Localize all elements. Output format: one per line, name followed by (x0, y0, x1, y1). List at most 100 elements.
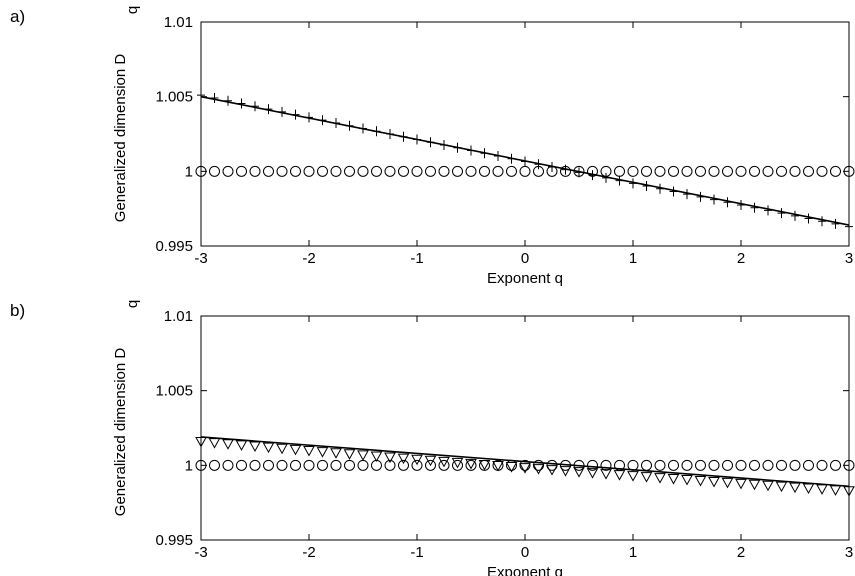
circle-marker (303, 165, 315, 177)
plus-marker (210, 92, 219, 103)
circle-marker (789, 459, 801, 471)
triangle-marker (627, 471, 639, 482)
triangle-marker (762, 480, 774, 492)
circle-marker (519, 459, 531, 471)
triangle-marker (519, 463, 531, 474)
plot-frame (200, 21, 850, 247)
y-tick-label: 1 (185, 457, 193, 474)
circle-marker (330, 459, 342, 471)
plus-marker (804, 213, 813, 224)
plus-marker (831, 218, 840, 229)
circle-marker (749, 165, 760, 177)
triangle-marker (316, 447, 329, 458)
circle-marker (411, 165, 423, 177)
plus-marker (818, 216, 826, 227)
circle-marker (641, 459, 652, 471)
x-tick-label: 0 (521, 544, 529, 561)
circle-marker (627, 165, 639, 177)
circle-marker (722, 165, 733, 177)
x-tick-label: 3 (845, 250, 853, 267)
circle-marker (762, 165, 774, 177)
circle-marker (465, 459, 477, 471)
circle-marker (317, 459, 328, 471)
plus-marker (750, 202, 759, 213)
plus-marker (764, 205, 772, 216)
triangle-marker (505, 462, 518, 473)
circle-marker (668, 459, 679, 471)
x-axis-label: Exponent q (487, 270, 563, 287)
y-axis-label-subscript: q (124, 300, 141, 308)
circle-marker (276, 165, 288, 177)
circle-marker (506, 165, 517, 177)
x-tick-label: 2 (737, 544, 745, 561)
circle-marker (695, 165, 706, 177)
circle-marker (803, 459, 814, 471)
circle-marker (519, 165, 531, 177)
circle-marker (384, 165, 396, 177)
triangle-marker (667, 474, 680, 485)
circle-marker (749, 459, 760, 471)
circle-marker (236, 165, 247, 177)
circle-marker (357, 165, 369, 177)
triangle-marker (262, 442, 275, 454)
triangle-marker (492, 461, 504, 472)
y-tick-label: 1 (185, 163, 193, 180)
circle-marker (668, 165, 679, 177)
circle-marker (371, 165, 382, 177)
x-tick-label: 1 (629, 250, 637, 267)
circle-marker (492, 165, 504, 177)
triangle-marker (573, 467, 585, 478)
circle-marker (195, 459, 207, 471)
y-axis-label-subscript: q (124, 6, 141, 14)
plus-marker (197, 90, 205, 101)
circle-marker (303, 459, 315, 471)
plus-marker (845, 221, 853, 232)
triangle-marker (465, 458, 477, 470)
triangle-marker (708, 476, 720, 488)
x-tick-label: 2 (737, 250, 745, 267)
circle-marker (816, 459, 828, 471)
circle-marker (843, 459, 855, 471)
x-tick-label: 3 (845, 544, 853, 561)
circle-marker (290, 459, 301, 471)
triangle-marker (586, 468, 599, 479)
circle-marker (330, 165, 342, 177)
panel-label: b) (10, 301, 25, 320)
circle-marker (452, 165, 463, 177)
triangle-marker (829, 485, 842, 496)
circle-marker (695, 459, 706, 471)
triangle-marker (303, 445, 315, 457)
circle-marker (789, 165, 801, 177)
y-tick-label: 1.005 (155, 383, 193, 400)
circle-marker (195, 165, 207, 177)
triangle-marker (640, 472, 653, 483)
x-tick-label: -1 (410, 250, 423, 267)
circle-marker (614, 165, 625, 177)
y-tick-label: 1.01 (164, 14, 193, 31)
triangle-marker (748, 479, 761, 491)
triangle-marker (816, 484, 828, 495)
triangle-marker (384, 452, 396, 464)
chart-panel-a: a) -3 -2 -1 0 1 2 3 0.995 1 1.005 1.01 Exponent q Gen… (10, 6, 855, 287)
triangle-marker (532, 464, 545, 475)
x-tick-label: -1 (410, 544, 423, 561)
circle-marker (776, 459, 787, 471)
circle-marker (830, 165, 841, 177)
chart-panel-b: b) -3 -2 -1 0 1 2 3 0.995 1 1.005 1.01 Exponent q Gen… (10, 300, 855, 576)
circle-marker (263, 459, 274, 471)
triangle-marker (721, 477, 734, 489)
circle-marker (425, 459, 436, 471)
circle-marker (209, 165, 220, 177)
circle-marker (776, 165, 787, 177)
circle-marker (411, 459, 423, 471)
circle-marker (249, 459, 261, 471)
circle-marker (600, 459, 612, 471)
fit-line (200, 436, 850, 488)
plot-frame (200, 315, 850, 541)
triangle-marker (559, 466, 572, 477)
triangle-marker (208, 438, 221, 449)
x-axis-label: Exponent q (487, 564, 563, 576)
circle-marker (681, 165, 693, 177)
y-tick-label: 1.005 (155, 89, 193, 106)
